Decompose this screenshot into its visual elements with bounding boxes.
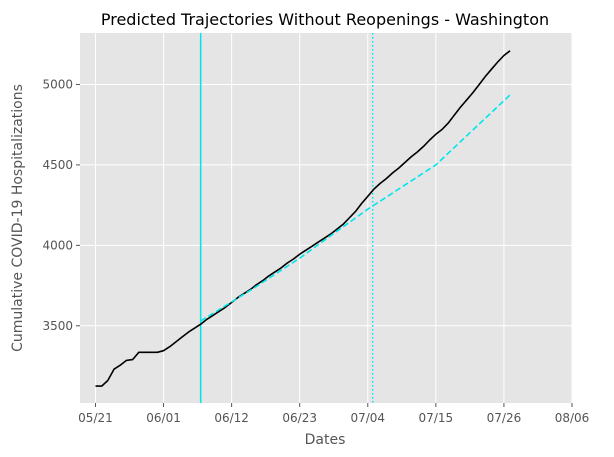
x-tick-label: 08/06 xyxy=(555,411,590,425)
observed-hospitalizations-line xyxy=(95,50,511,387)
y-axis-label: Cumulative COVID-19 Hospitalizations xyxy=(10,84,26,352)
grid xyxy=(80,33,573,403)
vertical-lines xyxy=(199,33,374,403)
y-tick-label: 3500 xyxy=(42,319,73,333)
x-axis-label: Dates xyxy=(305,432,346,448)
y-tick-labels: 3500 4000 4500 5000 xyxy=(42,77,80,333)
x-tick-label: 07/15 xyxy=(419,411,454,425)
x-tick-label: 06/12 xyxy=(214,411,249,425)
predicted-trajectory-line xyxy=(200,94,511,322)
x-tick-label: 05/21 xyxy=(78,411,113,425)
y-tick-label: 4500 xyxy=(42,158,73,172)
x-tick-label: 06/01 xyxy=(146,411,181,425)
series-lines xyxy=(95,50,511,387)
y-tick-label: 5000 xyxy=(42,77,73,91)
chart-title: Predicted Trajectories Without Reopening… xyxy=(101,10,549,29)
x-tick-label: 07/26 xyxy=(487,411,522,425)
y-tick-label: 4000 xyxy=(42,238,73,252)
plot-background xyxy=(80,33,572,403)
x-tick-labels: 05/21 06/01 06/12 06/23 07/04 07/15 07/26 08/06 xyxy=(78,403,589,425)
x-tick-label: 06/23 xyxy=(282,411,317,425)
x-tick-label: 07/04 xyxy=(350,411,385,425)
